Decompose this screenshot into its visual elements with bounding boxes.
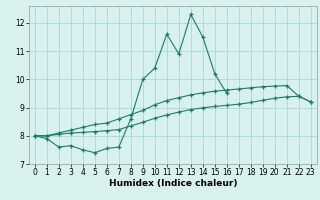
X-axis label: Humidex (Indice chaleur): Humidex (Indice chaleur) (108, 179, 237, 188)
